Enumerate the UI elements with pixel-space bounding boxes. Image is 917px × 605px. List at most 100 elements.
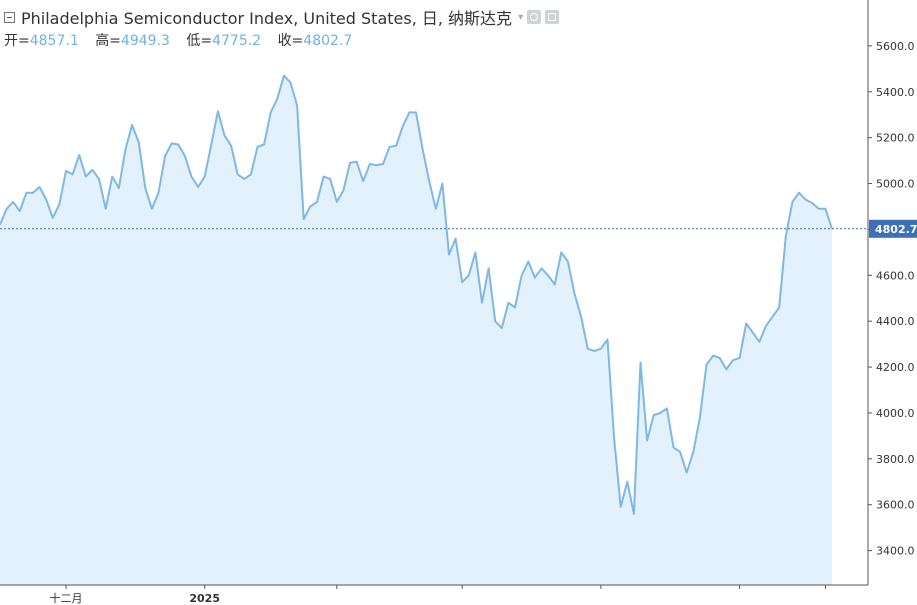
data-point <box>401 125 404 128</box>
data-point <box>500 327 503 330</box>
data-point <box>527 260 530 263</box>
data-point <box>223 134 226 137</box>
series-line <box>0 74 833 515</box>
data-point <box>586 347 589 350</box>
data-point <box>335 200 338 203</box>
close-value: 4802.7 <box>303 33 353 49</box>
data-point <box>65 169 68 172</box>
data-point <box>5 207 8 210</box>
data-point <box>652 414 655 417</box>
data-point <box>765 324 768 327</box>
data-point <box>170 142 173 145</box>
data-point <box>560 251 563 254</box>
data-point <box>25 191 28 194</box>
data-point <box>329 177 332 180</box>
data-point <box>210 143 213 146</box>
data-point <box>12 200 15 203</box>
data-point <box>388 145 391 148</box>
data-point <box>98 177 101 180</box>
data-point <box>276 97 279 100</box>
data-point <box>639 361 642 364</box>
data-point <box>798 191 801 194</box>
data-point <box>698 416 701 419</box>
data-point <box>626 480 629 483</box>
data-point <box>685 471 688 474</box>
data-point <box>32 191 35 194</box>
open-label: 开= <box>4 33 30 49</box>
chevron-down-icon[interactable]: ▾ <box>518 11 524 23</box>
data-point <box>507 301 510 304</box>
data-point <box>547 274 550 277</box>
open-value: 4857.1 <box>29 33 79 49</box>
data-point <box>296 104 299 107</box>
series-title: Philadelphia Semiconductor Index, United… <box>21 9 513 28</box>
data-point <box>236 173 239 176</box>
gear-icon[interactable] <box>545 10 560 24</box>
data-point <box>448 253 451 256</box>
data-point <box>540 267 543 270</box>
data-point <box>269 111 272 114</box>
data-point <box>45 198 48 201</box>
data-point <box>395 144 398 147</box>
y-tick-label: 5600.0 <box>876 40 915 53</box>
y-tick-label: 5000.0 <box>876 178 915 191</box>
data-point <box>18 210 21 213</box>
data-point <box>197 186 200 189</box>
close-label: 收= <box>277 33 304 49</box>
data-point <box>183 155 186 158</box>
data-point <box>679 450 682 453</box>
data-point <box>811 202 814 205</box>
data-point <box>474 251 477 254</box>
data-point <box>751 331 754 334</box>
data-point <box>124 148 127 151</box>
data-point <box>78 153 81 156</box>
data-point <box>144 187 147 190</box>
data-point <box>672 446 675 449</box>
data-point <box>718 356 721 359</box>
data-point <box>745 322 748 325</box>
data-point <box>203 175 206 178</box>
y-tick-label: 3600.0 <box>876 499 915 512</box>
data-point <box>382 163 385 166</box>
data-point <box>150 207 153 210</box>
data-point <box>137 141 140 144</box>
data-point <box>421 148 424 151</box>
area-series <box>0 74 833 585</box>
data-point <box>632 512 635 515</box>
legend-header: Philadelphia Semiconductor Index, United… <box>4 5 560 29</box>
data-point <box>606 338 609 341</box>
y-tick-label: 5400.0 <box>876 86 915 99</box>
data-point <box>613 437 616 440</box>
data-point <box>355 160 358 163</box>
data-point <box>454 237 457 240</box>
data-point <box>619 506 622 509</box>
data-point <box>580 315 583 318</box>
eye-icon[interactable] <box>527 10 542 24</box>
data-point <box>646 439 649 442</box>
data-point <box>230 144 233 147</box>
y-tick-label: 3400.0 <box>876 545 915 558</box>
data-point <box>514 306 517 309</box>
data-point <box>487 267 490 270</box>
y-tick-label: 4600.0 <box>876 269 915 282</box>
data-point <box>322 175 325 178</box>
data-point <box>665 407 668 410</box>
data-point <box>771 315 774 318</box>
data-point <box>375 164 378 167</box>
data-point <box>778 306 781 309</box>
data-point <box>71 173 74 176</box>
data-point <box>249 173 252 176</box>
high-label: 高= <box>95 33 121 49</box>
collapse-box-icon[interactable] <box>4 11 15 23</box>
data-point <box>243 177 246 180</box>
data-point <box>804 198 807 201</box>
data-point <box>51 216 54 219</box>
data-point <box>177 143 180 146</box>
high-value: 4949.3 <box>120 33 170 49</box>
x-tick-label: 2025 <box>189 592 220 605</box>
data-point <box>428 180 431 183</box>
data-point <box>256 145 259 148</box>
data-point <box>712 354 715 357</box>
low-label: 低= <box>186 33 213 49</box>
